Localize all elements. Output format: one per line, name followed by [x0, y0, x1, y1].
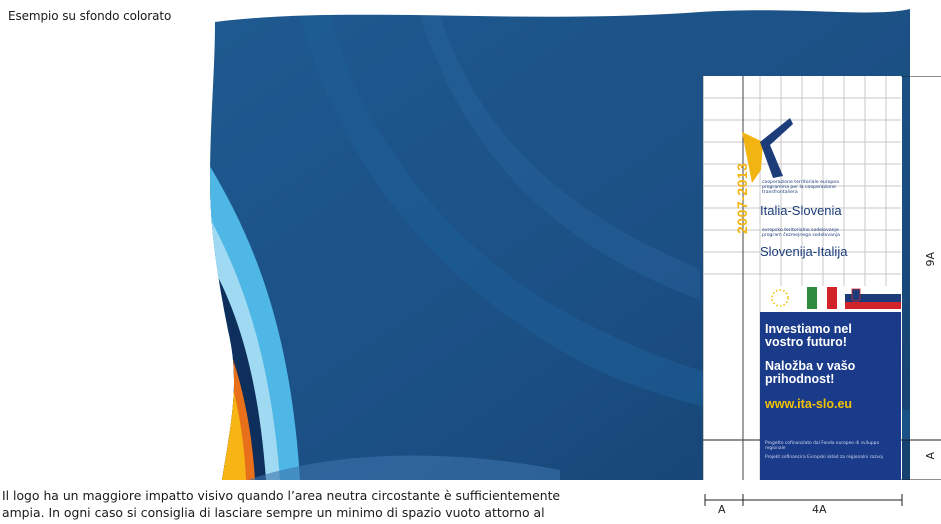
page-caption: Esempio su sfondo colorato	[8, 9, 172, 23]
logo-grid	[703, 76, 941, 480]
slogan-sl-line-2: prihodnost!	[765, 372, 835, 386]
fine-print-it: Progetto cofinanziato dal Fondo europeo …	[765, 441, 880, 451]
body-line-2: ampia. In ogni caso si consiglia di lasc…	[2, 505, 545, 520]
dimension-a-vertical: A	[924, 452, 937, 460]
slogan-slovenian: Naložba v vašo prihodnost!	[765, 360, 855, 386]
program-it-line-2: programma per la cooperazione	[762, 185, 836, 191]
slogan-it-line-2: vostro futuro!	[765, 335, 847, 349]
slogan-italian: Investiamo nel vostro futuro!	[765, 323, 852, 349]
body-text: Il logo ha un maggiore impatto visivo qu…	[2, 487, 702, 521]
title-slovenija-italija: Slovenija-Italija	[760, 244, 848, 259]
fine-print-sl: Projekt sofinancira Evropski sklad za re…	[765, 455, 883, 460]
program-sl-line-1: evropsko teritorialno sodelovanje	[762, 228, 839, 233]
dimension-a-horizontal: A	[718, 503, 726, 516]
program-it-line-3: transfrontaliera	[762, 190, 798, 196]
program-sl-line-2: program čezmejnega sodelovanja	[762, 233, 840, 239]
body-line-1: Il logo ha un maggiore impatto visivo qu…	[2, 488, 561, 503]
program-sl-text: evropsko teritorialno sodelovanje progra…	[762, 228, 882, 238]
program-it-line-1: cooperazione territoriale europea	[762, 180, 839, 185]
website-link[interactable]: www.ita-slo.eu	[765, 397, 853, 411]
dimension-4a: 4A	[812, 503, 827, 516]
program-it-text: cooperazione territoriale europea progra…	[762, 180, 882, 196]
program-years: 2007-2013	[734, 162, 750, 234]
slogan-it-line-1: Investiamo nel	[765, 322, 852, 336]
dimension-9a: 9A	[924, 252, 937, 267]
title-italia-slovenia: Italia-Slovenia	[760, 203, 842, 218]
slogan-sl-line-1: Naložba v vašo	[765, 359, 856, 373]
slogan-box	[760, 312, 901, 480]
